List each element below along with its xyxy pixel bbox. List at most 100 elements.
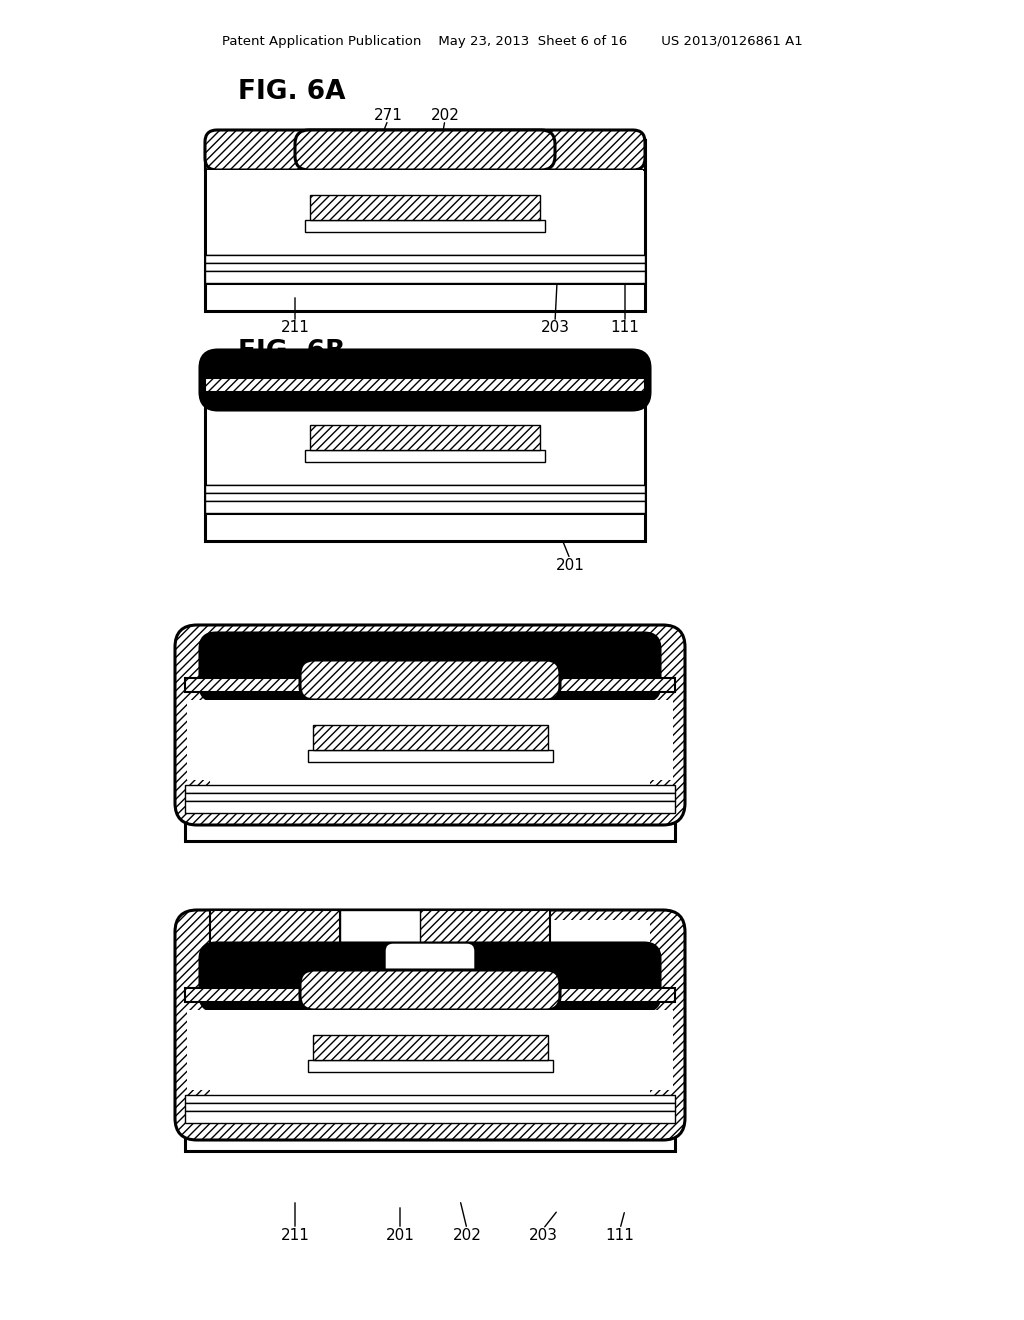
Bar bbox=[185, 785, 675, 793]
Bar bbox=[205, 484, 645, 492]
Bar bbox=[185, 678, 675, 692]
Bar bbox=[185, 1111, 675, 1123]
Bar bbox=[308, 1060, 553, 1072]
Text: 201: 201 bbox=[556, 557, 585, 573]
Bar bbox=[185, 1104, 675, 1111]
Text: 111: 111 bbox=[610, 321, 639, 335]
Bar bbox=[205, 271, 645, 282]
Bar bbox=[185, 785, 675, 793]
Text: 101: 101 bbox=[426, 359, 455, 374]
Text: 224: 224 bbox=[403, 661, 432, 676]
Bar bbox=[205, 502, 645, 513]
Bar bbox=[308, 750, 553, 762]
Bar bbox=[210, 635, 650, 805]
Bar bbox=[185, 671, 675, 810]
Text: FIG. 6C: FIG. 6C bbox=[218, 642, 325, 668]
Bar bbox=[308, 750, 553, 762]
Bar bbox=[185, 813, 675, 841]
Bar bbox=[313, 1035, 548, 1060]
Bar bbox=[420, 909, 550, 950]
Bar bbox=[205, 378, 645, 392]
FancyBboxPatch shape bbox=[200, 942, 660, 1011]
Bar bbox=[205, 282, 645, 312]
FancyBboxPatch shape bbox=[300, 970, 560, 1010]
FancyBboxPatch shape bbox=[300, 660, 560, 700]
FancyBboxPatch shape bbox=[180, 960, 680, 1020]
Bar bbox=[313, 725, 548, 750]
Text: FIG. 6B: FIG. 6B bbox=[238, 339, 345, 366]
FancyBboxPatch shape bbox=[205, 129, 645, 170]
Bar bbox=[205, 263, 645, 271]
FancyBboxPatch shape bbox=[295, 360, 555, 400]
Bar bbox=[205, 263, 645, 271]
Bar bbox=[313, 725, 548, 750]
Bar bbox=[205, 370, 645, 510]
Bar bbox=[310, 195, 540, 220]
Text: 211: 211 bbox=[281, 1228, 309, 1242]
Bar bbox=[205, 378, 645, 392]
FancyBboxPatch shape bbox=[180, 649, 680, 710]
Text: 202: 202 bbox=[453, 1228, 481, 1242]
Text: 205: 205 bbox=[610, 958, 639, 974]
Text: 203: 203 bbox=[528, 1228, 557, 1242]
Bar bbox=[185, 793, 675, 801]
Bar bbox=[185, 801, 675, 813]
Bar bbox=[305, 220, 545, 232]
Bar bbox=[313, 1035, 548, 1060]
Bar bbox=[305, 220, 545, 232]
Bar bbox=[187, 1010, 673, 1090]
FancyBboxPatch shape bbox=[300, 660, 560, 700]
Bar bbox=[185, 1104, 675, 1111]
Bar bbox=[308, 1060, 553, 1072]
Bar bbox=[310, 425, 540, 450]
Text: Patent Application Publication    May 23, 2013  Sheet 6 of 16        US 2013/012: Patent Application Publication May 23, 2… bbox=[221, 36, 803, 49]
Bar bbox=[185, 1111, 675, 1123]
FancyBboxPatch shape bbox=[300, 970, 560, 1010]
Bar bbox=[205, 255, 645, 263]
Bar bbox=[185, 793, 675, 801]
Text: 204a: 204a bbox=[348, 958, 386, 974]
Bar bbox=[205, 140, 645, 280]
Bar bbox=[205, 484, 645, 492]
Bar bbox=[210, 909, 340, 950]
Bar bbox=[187, 1010, 673, 1090]
Text: 201: 201 bbox=[386, 1228, 415, 1242]
Bar bbox=[185, 793, 675, 801]
Bar bbox=[187, 700, 673, 780]
Bar bbox=[205, 255, 645, 263]
Bar bbox=[187, 700, 673, 780]
Bar bbox=[185, 1096, 675, 1104]
FancyBboxPatch shape bbox=[175, 909, 685, 1140]
Bar bbox=[185, 801, 675, 813]
Text: 203: 203 bbox=[541, 321, 569, 335]
Text: 211: 211 bbox=[281, 321, 309, 335]
Bar bbox=[205, 502, 645, 513]
Text: 202: 202 bbox=[430, 107, 460, 123]
Text: FIG. 6D: FIG. 6D bbox=[218, 946, 327, 973]
FancyBboxPatch shape bbox=[207, 354, 649, 409]
Bar bbox=[185, 1096, 675, 1104]
Bar bbox=[185, 1111, 675, 1123]
Bar bbox=[310, 195, 540, 220]
Bar bbox=[185, 987, 675, 1010]
Bar bbox=[205, 492, 645, 502]
Bar bbox=[210, 920, 650, 1119]
Bar bbox=[340, 909, 420, 950]
Bar bbox=[313, 725, 548, 750]
Bar bbox=[185, 1123, 675, 1151]
FancyBboxPatch shape bbox=[295, 129, 555, 170]
Text: 111: 111 bbox=[605, 1228, 635, 1242]
Bar bbox=[185, 678, 675, 692]
Text: 251: 251 bbox=[279, 958, 307, 974]
FancyBboxPatch shape bbox=[385, 942, 475, 978]
Bar bbox=[205, 492, 645, 502]
Bar bbox=[308, 750, 553, 762]
Text: 271: 271 bbox=[374, 107, 402, 123]
Bar bbox=[340, 909, 420, 950]
Bar bbox=[207, 170, 643, 249]
Bar bbox=[310, 425, 540, 450]
Bar bbox=[185, 1096, 675, 1104]
Text: FIG. 6A: FIG. 6A bbox=[238, 79, 345, 106]
Bar bbox=[185, 1104, 675, 1111]
Bar bbox=[185, 987, 675, 1002]
